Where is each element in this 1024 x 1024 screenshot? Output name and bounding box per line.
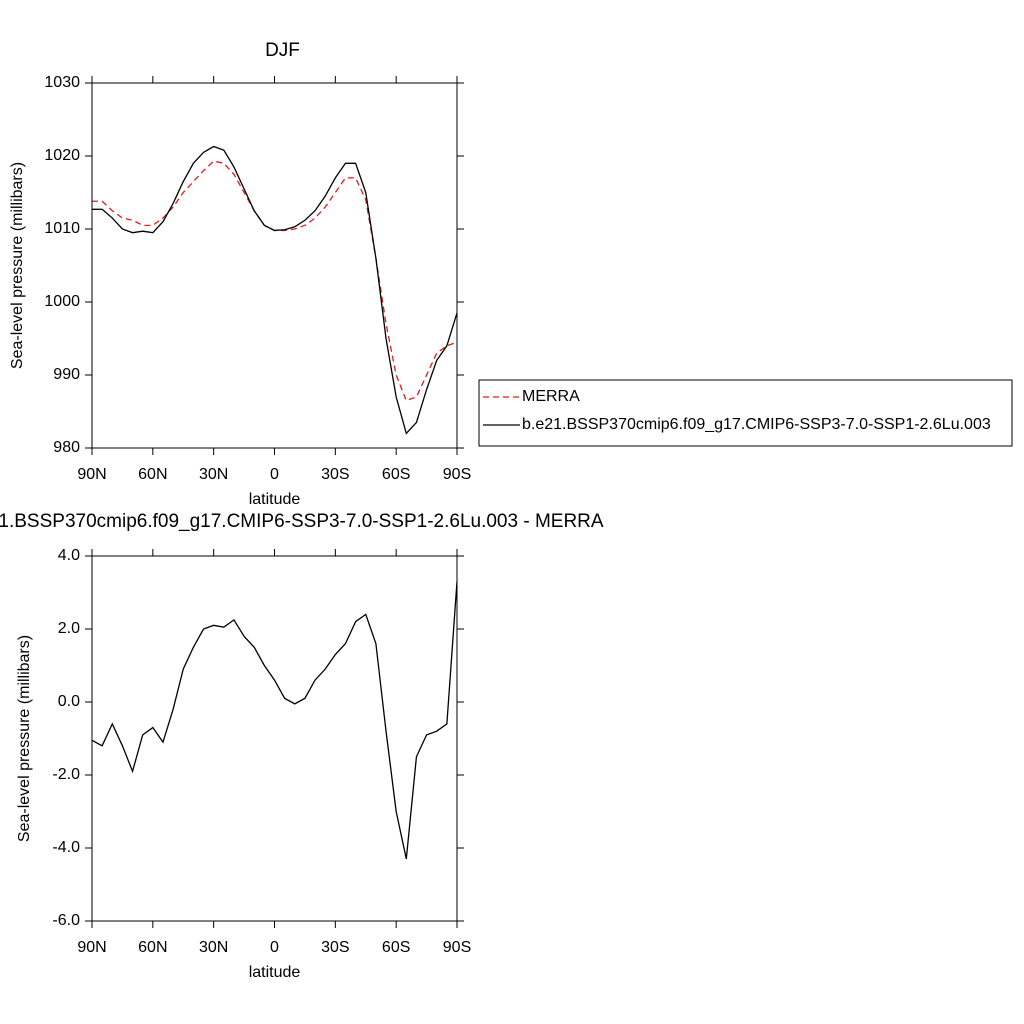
- y-tick-label: 1010: [44, 220, 80, 237]
- x-tick-label: 30N: [199, 939, 228, 956]
- x-tick-label: 60S: [382, 466, 410, 483]
- series-line: [92, 160, 458, 402]
- x-tick-label: 60N: [138, 939, 167, 956]
- legend: MERRA b.e21.BSSP370cmip6.f09_g17.CMIP6-SS…: [478, 379, 1013, 447]
- y-tick-label: 1000: [44, 293, 80, 310]
- legend-label: b.e21.BSSP370cmip6.f09_g17.CMIP6-SSP3-7.…: [522, 416, 991, 433]
- y-tick-label: 980: [53, 439, 80, 456]
- y-tick-label: 0.0: [58, 693, 80, 710]
- y-tick-label: 4.0: [58, 547, 80, 564]
- chart-title: DJF: [265, 40, 300, 61]
- x-axis-label: latitude: [249, 491, 301, 508]
- y-axis-label: Sea-level pressure (millibars): [9, 162, 26, 369]
- x-axis-label: latitude: [249, 964, 301, 981]
- legend-label: MERRA: [522, 388, 580, 405]
- x-tick-label: 60S: [382, 939, 410, 956]
- y-tick-label: 1030: [44, 74, 80, 91]
- panel: b.e21.BSSP370cmip6.f09_g17.CMIP6-SSP3-7.…: [0, 511, 604, 981]
- x-tick-label: 0: [270, 939, 279, 956]
- x-tick-label: 30S: [321, 939, 349, 956]
- series-line: [91, 581, 458, 860]
- x-tick-label: 30S: [321, 466, 349, 483]
- x-tick-label: 30N: [199, 466, 228, 483]
- x-tick-label: 90S: [443, 466, 471, 483]
- legend-box: [478, 379, 1013, 447]
- x-tick-label: 90N: [77, 466, 106, 483]
- series-line: [92, 145, 458, 435]
- chart-title: b.e21.BSSP370cmip6.f09_g17.CMIP6-SSP3-7.…: [0, 511, 604, 532]
- panel: DJF latitude Sea-level pressure (millibars…: [9, 40, 471, 508]
- y-tick-label: 1020: [44, 147, 80, 164]
- y-tick-label: -6.0: [52, 912, 80, 929]
- y-tick-label: -2.0: [52, 766, 80, 783]
- y-tick-label: 990: [53, 366, 80, 383]
- y-axis-label: Sea-level pressure (millibars): [16, 635, 33, 842]
- x-tick-label: 0: [270, 466, 279, 483]
- plot-frame: [91, 82, 458, 449]
- plot-frame: [91, 555, 458, 922]
- x-tick-label: 90S: [443, 939, 471, 956]
- y-tick-label: -4.0: [52, 839, 80, 856]
- x-tick-label: 60N: [138, 466, 167, 483]
- y-tick-label: 2.0: [58, 620, 80, 637]
- x-tick-label: 90N: [77, 939, 106, 956]
